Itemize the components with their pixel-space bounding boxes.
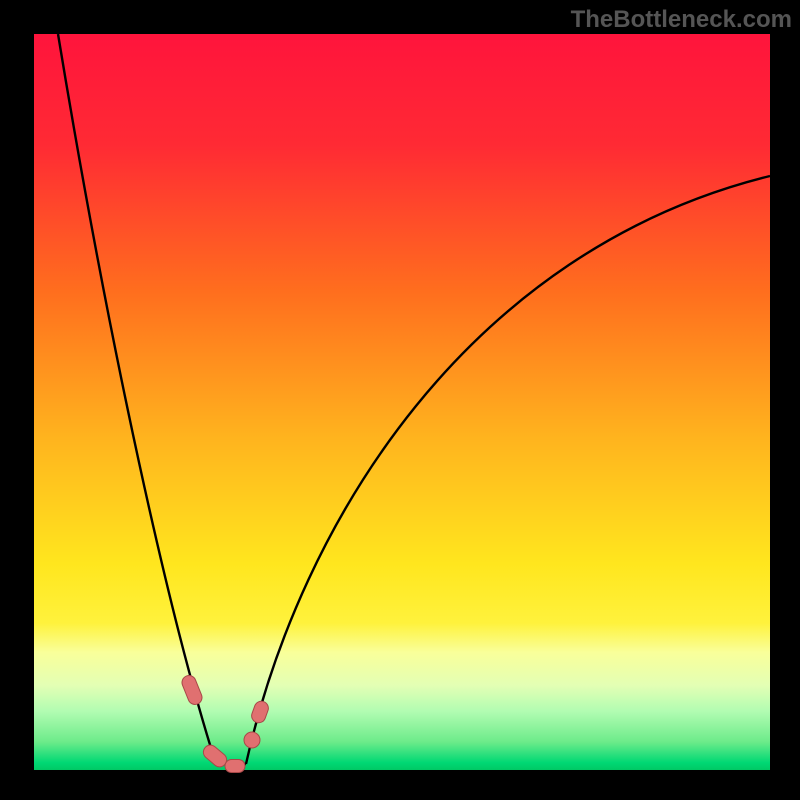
marker-capsule [244,732,260,748]
plot-area [0,0,800,800]
watermark-text: TheBottleneck.com [571,6,792,34]
gradient-background [34,34,770,770]
marker-capsule [225,760,245,773]
chart-container: TheBottleneck.com [0,0,800,800]
curve-svg [0,0,800,800]
